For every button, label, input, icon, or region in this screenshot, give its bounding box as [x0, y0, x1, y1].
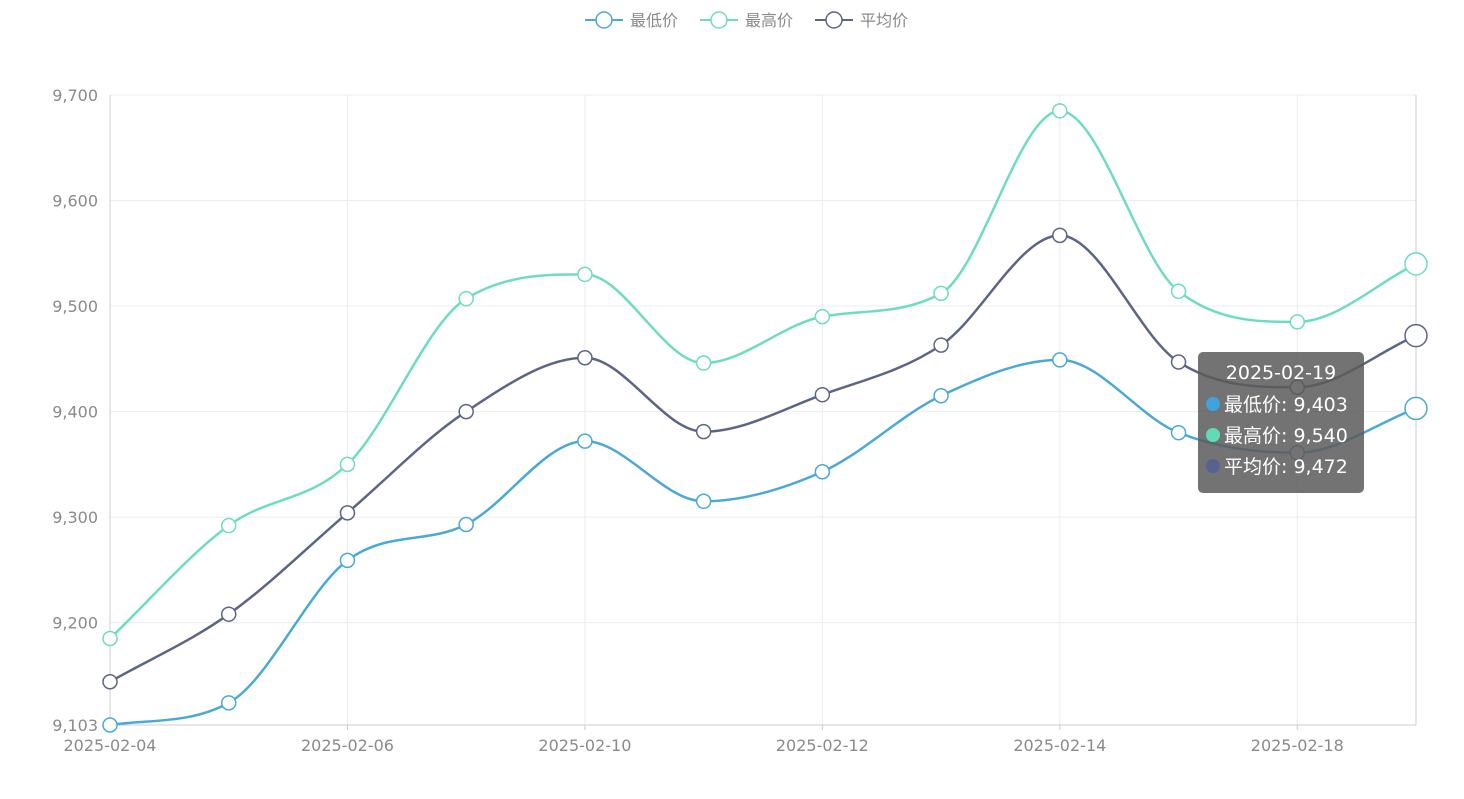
y-tick-label: 9,103 — [52, 716, 98, 735]
data-point — [1404, 396, 1428, 421]
y-tick-label: 9,300 — [52, 508, 98, 527]
series-color-dot — [1206, 458, 1220, 473]
legend-item[interactable]: 最高价 — [700, 11, 793, 30]
data-point — [933, 337, 949, 353]
legend-item[interactable]: 最低价 — [585, 11, 678, 30]
y-axis-ticks: 9,103 9,200 9,300 9,400 9,500 9,600 9,700 — [52, 86, 98, 735]
data-point — [1052, 227, 1068, 244]
legend-label: 平均价 — [860, 11, 908, 30]
data-point — [814, 463, 831, 480]
series-2 — [102, 227, 1428, 690]
series-1 — [102, 103, 1428, 647]
data-point — [695, 423, 712, 440]
x-tick-label: 2025-02-18 — [1251, 736, 1344, 755]
data-point — [1170, 354, 1187, 370]
data-point — [1052, 103, 1068, 119]
data-point — [220, 517, 237, 534]
y-tick-label: 9,200 — [52, 614, 98, 633]
legend-label: 最高价 — [745, 11, 793, 30]
data-point — [1170, 283, 1187, 300]
data-point — [458, 403, 474, 420]
tooltip-row-min: 最低价: 9,403 — [1206, 390, 1364, 421]
data-point — [933, 285, 949, 302]
data-point — [102, 630, 118, 647]
data-point — [1289, 314, 1306, 330]
x-tick-label: 2025-02-04 — [64, 736, 157, 755]
y-tick-label: 9,600 — [52, 192, 98, 211]
data-point — [814, 386, 831, 403]
x-tick-label: 2025-02-06 — [301, 736, 394, 755]
tooltip-row-label: 最低价: 9,403 — [1224, 394, 1348, 416]
data-point — [814, 308, 831, 325]
data-point — [339, 456, 356, 473]
data-point — [1404, 252, 1428, 276]
data-point — [220, 695, 237, 711]
data-point — [1052, 352, 1068, 368]
series-color-dot — [1206, 396, 1220, 411]
data-point — [1170, 424, 1187, 441]
x-tick-label: 2025-02-12 — [776, 736, 869, 755]
data-point — [695, 493, 712, 510]
data-point — [339, 552, 356, 569]
legend[interactable]: 最低价 最高价 平均价 — [585, 11, 908, 30]
data-point — [577, 350, 593, 366]
tooltip-row-label: 最高价: 9,540 — [1224, 425, 1348, 447]
legend-item[interactable]: 平均价 — [815, 11, 908, 30]
data-point — [577, 433, 593, 449]
tooltip: 2025-02-19 最低价: 9,403 最高价: 9,540 平均价: 9,… — [1198, 352, 1364, 493]
tooltip-row-avg: 平均价: 9,472 — [1206, 452, 1364, 483]
legend-marker-icon — [710, 11, 728, 29]
grid-lines — [110, 94, 1416, 725]
x-tick-label: 2025-02-10 — [538, 736, 631, 755]
data-point — [102, 673, 118, 690]
data-point — [458, 516, 474, 533]
x-tick-label: 2025-02-14 — [1013, 736, 1106, 755]
y-tick-label: 9,400 — [52, 403, 98, 422]
data-point — [695, 355, 712, 371]
tooltip-row-label: 平均价: 9,472 — [1224, 456, 1348, 478]
tooltip-row-max: 最高价: 9,540 — [1206, 421, 1364, 452]
data-point — [577, 266, 593, 283]
legend-marker-icon — [825, 11, 843, 29]
legend-label: 最低价 — [630, 11, 678, 30]
data-point — [102, 717, 118, 733]
y-tick-label: 9,700 — [52, 86, 98, 105]
y-tick-label: 9,500 — [52, 297, 98, 316]
tooltip-title: 2025-02-19 — [1225, 362, 1337, 384]
data-point — [1404, 323, 1428, 348]
data-point — [933, 388, 949, 404]
data-point — [339, 505, 356, 521]
data-point — [220, 606, 237, 622]
legend-marker-icon — [595, 11, 613, 29]
x-axis-ticks: 2025-02-04 2025-02-06 2025-02-10 2025-02-12… — [64, 736, 1344, 755]
series-color-dot — [1206, 427, 1220, 442]
data-point — [458, 290, 474, 307]
